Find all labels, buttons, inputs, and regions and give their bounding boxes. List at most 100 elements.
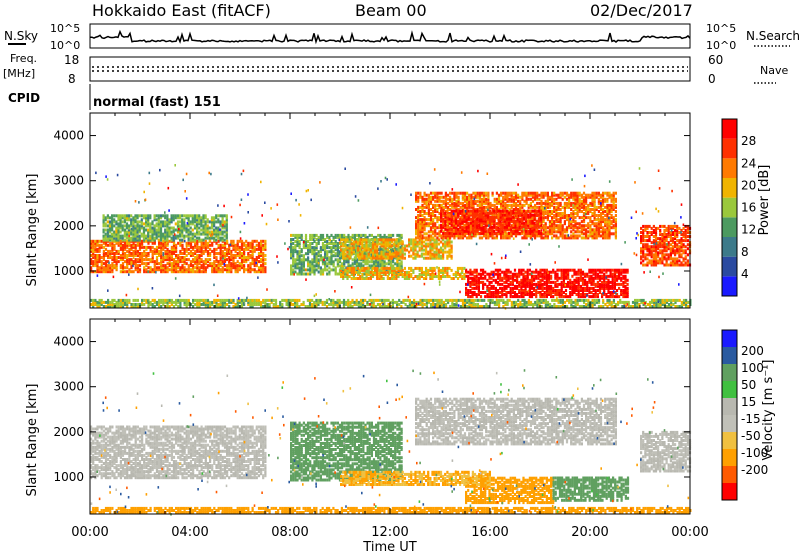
power-cell xyxy=(115,226,118,230)
power-cell xyxy=(425,224,428,228)
power-cell xyxy=(187,214,190,218)
power-cell xyxy=(474,218,477,222)
power-cell xyxy=(315,256,318,260)
power-cell xyxy=(461,201,464,205)
power-cell xyxy=(145,270,148,274)
power-cell xyxy=(508,236,511,240)
power-cell xyxy=(525,191,528,195)
power-cell xyxy=(290,268,293,272)
power-cell xyxy=(113,245,116,249)
power-cell xyxy=(429,208,433,211)
power-cell xyxy=(119,214,122,218)
power-cell xyxy=(354,254,358,258)
power-cell xyxy=(425,252,428,256)
power-cell xyxy=(448,254,451,258)
power-cell xyxy=(473,268,476,272)
power-cell xyxy=(153,216,156,220)
power-cell xyxy=(444,210,447,213)
power-cell xyxy=(191,216,194,220)
power-cell xyxy=(436,220,439,224)
power-cell xyxy=(213,270,216,274)
power-cell xyxy=(459,229,462,233)
power-cell xyxy=(96,270,99,274)
power-cell xyxy=(102,220,105,224)
power-cell xyxy=(516,272,519,276)
power-cell xyxy=(175,262,178,266)
power-cell xyxy=(521,195,524,199)
power-cell xyxy=(102,262,105,266)
power-cell xyxy=(425,212,428,215)
power-cell xyxy=(453,201,456,205)
power-cell xyxy=(170,230,173,234)
power-cell xyxy=(204,241,207,245)
power-cell xyxy=(136,241,139,245)
power-cell xyxy=(170,256,173,259)
power-cell xyxy=(432,212,435,215)
power-cell xyxy=(485,201,488,205)
power-cell xyxy=(175,266,178,270)
power-cell xyxy=(149,238,152,242)
power-cell xyxy=(355,244,359,248)
power-cell xyxy=(440,234,443,238)
power-cell xyxy=(98,270,101,274)
power-cell xyxy=(315,248,318,252)
power-cell xyxy=(191,238,194,242)
power-cell xyxy=(389,235,393,239)
power-cell xyxy=(348,240,351,244)
power-cell xyxy=(492,291,495,294)
power-cell xyxy=(454,209,458,213)
power-cell xyxy=(427,210,430,213)
power-cell xyxy=(429,199,433,203)
power-cell xyxy=(507,268,510,272)
power-cell xyxy=(427,238,430,242)
power-cell xyxy=(143,266,146,270)
power-cell xyxy=(126,262,129,266)
power-cell xyxy=(429,238,432,242)
power-cell xyxy=(143,268,146,272)
power-cell xyxy=(221,220,224,224)
power-cell xyxy=(179,232,182,236)
power-cell xyxy=(221,232,224,236)
power-cell xyxy=(213,260,216,264)
power-cell xyxy=(422,248,426,252)
power-cell xyxy=(134,224,137,228)
power-cell xyxy=(183,224,186,228)
power-cell xyxy=(223,214,226,218)
power-cell xyxy=(386,240,389,244)
power-cell xyxy=(511,295,514,299)
power-cell xyxy=(416,244,419,248)
power-cell xyxy=(94,258,97,262)
power-cell xyxy=(113,224,116,228)
power-cell xyxy=(361,250,364,254)
power-cell xyxy=(548,220,552,224)
power-cell xyxy=(488,219,492,223)
power-cell xyxy=(450,254,453,258)
power-cell xyxy=(317,254,320,258)
power-cell xyxy=(448,244,451,248)
power-cell xyxy=(136,222,139,226)
power-cell xyxy=(504,222,507,226)
power-cell xyxy=(432,222,435,226)
power-cell xyxy=(159,224,163,228)
power-cell xyxy=(228,252,231,255)
power-cell xyxy=(508,191,511,195)
power-cell xyxy=(487,228,490,232)
power-cell xyxy=(221,230,224,234)
power-cell xyxy=(134,252,137,255)
power-cell xyxy=(469,268,472,272)
power-cell xyxy=(417,191,420,195)
power-cell xyxy=(497,195,501,199)
power-cell xyxy=(416,240,419,244)
power-cell xyxy=(511,286,514,290)
power-cell xyxy=(610,232,613,236)
power-cell xyxy=(296,238,299,241)
power-cell xyxy=(512,199,515,203)
power-cell xyxy=(262,256,265,259)
power-cell xyxy=(391,254,394,258)
power-cell xyxy=(251,258,254,262)
power-cell xyxy=(438,203,441,207)
power-cell xyxy=(471,276,474,280)
power-cell xyxy=(111,243,114,247)
power-cell xyxy=(427,250,430,254)
power-cell xyxy=(487,195,490,199)
